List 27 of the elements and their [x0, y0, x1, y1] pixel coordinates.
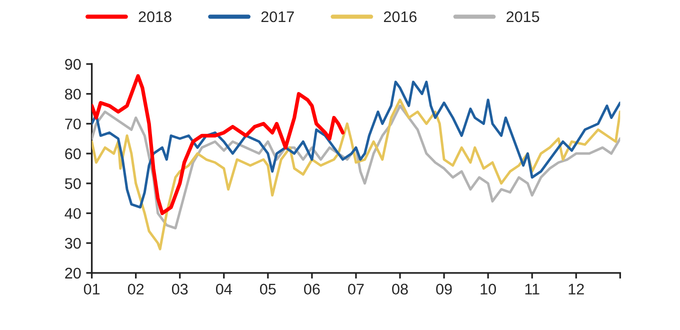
- x-tick-label: 09: [436, 284, 452, 295]
- legend-label: 2018: [138, 11, 172, 22]
- y-tick-label: 60: [65, 148, 81, 160]
- line-series: [92, 74, 345, 216]
- line-series: [92, 80, 620, 209]
- x-tick-label: 04: [216, 284, 232, 295]
- x-tick-label: 06: [304, 284, 320, 295]
- x-tick-label: 03: [172, 284, 188, 295]
- x-tick-label: 10: [480, 284, 496, 295]
- y-tick-label: 30: [64, 238, 81, 249]
- x-tick-label: 11: [525, 284, 540, 294]
- x-tick-label: 05: [260, 284, 276, 295]
- x-tick-label: 12: [568, 284, 584, 294]
- y-tick-label: 50: [65, 178, 81, 190]
- legend-label: 2015: [506, 11, 540, 22]
- y-tick-label: 80: [65, 88, 81, 100]
- y-tick-label: 20: [65, 268, 81, 279]
- line-series: [92, 98, 620, 250]
- y-tick-label: 90: [65, 58, 81, 70]
- legend-label: 2017: [261, 11, 294, 22]
- x-tick-label: 02: [128, 284, 144, 295]
- x-tick-label: 01: [84, 284, 100, 295]
- legend-label: 2016: [384, 11, 417, 22]
- x-tick-label: 07: [348, 284, 364, 295]
- y-tick-label: 40: [64, 208, 81, 219]
- x-tick-label: 08: [392, 284, 408, 295]
- y-tick-label: 70: [65, 118, 81, 130]
